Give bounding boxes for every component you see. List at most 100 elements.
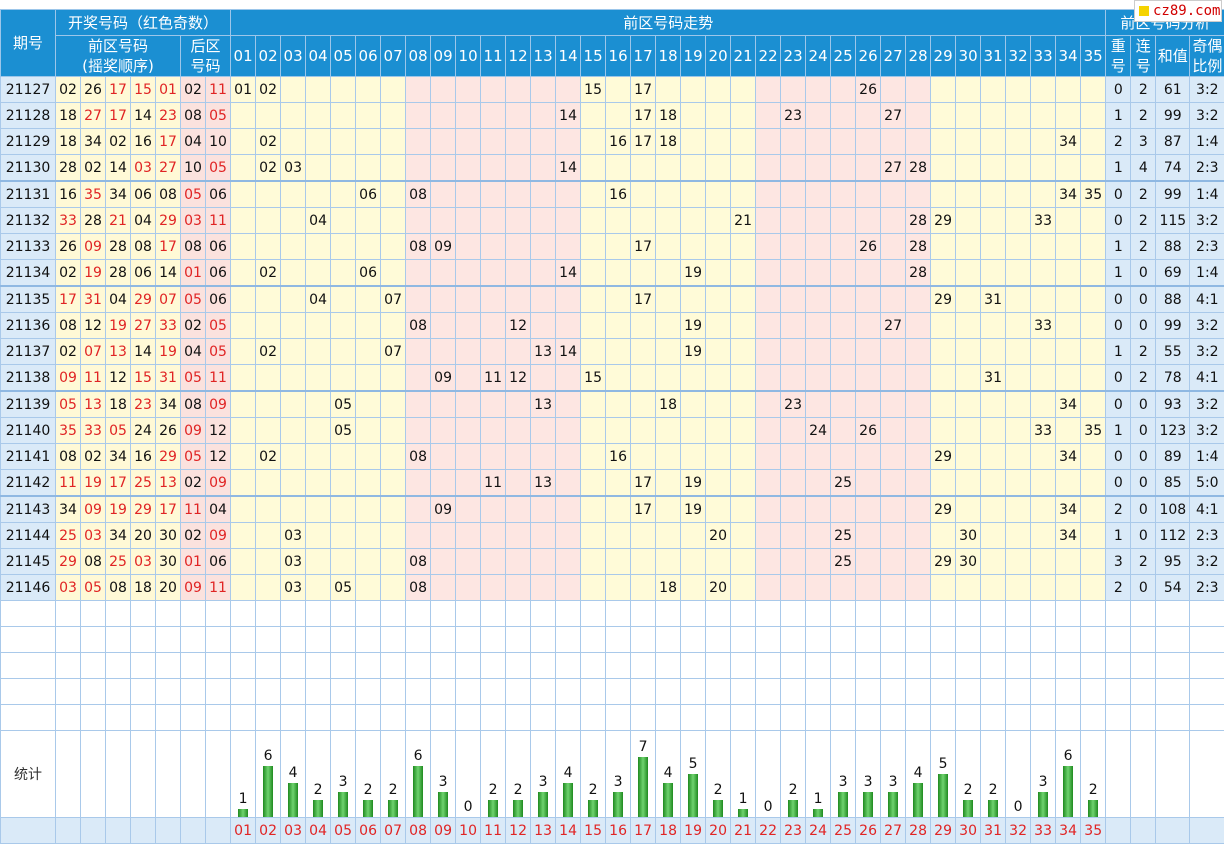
empty-cell bbox=[780, 678, 807, 705]
trend-empty bbox=[430, 443, 457, 470]
trend-empty bbox=[1055, 417, 1082, 444]
stat-bar-value: 3 bbox=[888, 773, 898, 790]
trend-empty bbox=[505, 207, 532, 234]
trend-empty bbox=[980, 548, 1007, 575]
trend-empty bbox=[780, 285, 807, 313]
stat-bar-wrap: 0 bbox=[457, 732, 480, 817]
stat-bar bbox=[913, 782, 924, 817]
stat-bar-value: 4 bbox=[913, 764, 923, 781]
trend-empty bbox=[655, 259, 682, 287]
empty-cell bbox=[655, 600, 682, 627]
trend-empty bbox=[905, 495, 932, 523]
empty-cell bbox=[655, 652, 682, 679]
trend-empty bbox=[230, 574, 257, 601]
stat-bar-wrap: 3 bbox=[1032, 732, 1055, 817]
empty-cell bbox=[1080, 704, 1107, 731]
front-number: 18 bbox=[55, 102, 81, 129]
back-number: 08 bbox=[180, 233, 206, 260]
consec-value: 2 bbox=[1130, 180, 1157, 208]
trend-empty bbox=[505, 102, 532, 129]
front-number: 04 bbox=[105, 285, 131, 313]
empty-cell bbox=[204, 678, 232, 705]
stat-bar-wrap: 5 bbox=[682, 732, 705, 817]
trend-empty bbox=[355, 390, 382, 418]
trend-empty bbox=[555, 548, 582, 575]
trend-empty bbox=[955, 128, 982, 155]
trend-empty bbox=[755, 574, 782, 601]
empty-cell bbox=[1130, 600, 1157, 627]
trend-empty bbox=[955, 312, 982, 339]
trend-col-header: 20 bbox=[705, 35, 732, 77]
trend-empty bbox=[730, 233, 757, 260]
trend-empty bbox=[480, 233, 507, 260]
trend-hit: 16 bbox=[605, 443, 632, 470]
empty-cell bbox=[530, 678, 557, 705]
trend-empty bbox=[980, 233, 1007, 260]
trend-empty bbox=[855, 128, 882, 155]
trend-hit: 02 bbox=[255, 128, 282, 155]
trend-empty bbox=[255, 574, 282, 601]
period-cell: 21131 bbox=[0, 180, 56, 208]
trend-empty bbox=[355, 417, 382, 444]
trend-empty bbox=[380, 417, 407, 444]
trend-empty bbox=[855, 574, 882, 601]
trend-empty bbox=[805, 548, 832, 575]
trend-empty bbox=[880, 390, 907, 418]
repeat-value: 0 bbox=[1105, 180, 1132, 208]
trend-empty bbox=[905, 338, 932, 365]
trend-hit: 35 bbox=[1080, 180, 1107, 208]
trend-empty bbox=[380, 364, 407, 392]
repeat-value: 2 bbox=[1105, 128, 1132, 155]
stat-bar-value: 3 bbox=[438, 773, 448, 790]
stat-bar-wrap: 2 bbox=[1082, 732, 1105, 817]
trend-empty bbox=[330, 364, 357, 392]
trend-empty bbox=[505, 495, 532, 523]
empty-cell bbox=[80, 600, 106, 627]
empty-cell bbox=[880, 626, 907, 653]
trend-empty bbox=[755, 364, 782, 392]
period-cell: 21144 bbox=[0, 522, 56, 549]
trend-empty bbox=[355, 233, 382, 260]
ratio-value: 3:2 bbox=[1189, 76, 1224, 103]
front-number: 15 bbox=[130, 76, 156, 103]
trend-empty bbox=[530, 548, 557, 575]
empty-cell bbox=[980, 626, 1007, 653]
trend-empty bbox=[705, 443, 732, 470]
empty-cell bbox=[180, 678, 206, 705]
stat-bar-wrap: 2 bbox=[982, 732, 1005, 817]
repeat-value: 0 bbox=[1105, 285, 1132, 313]
trend-empty bbox=[1055, 574, 1082, 601]
period-cell: 21132 bbox=[0, 207, 56, 234]
period-cell: 21130 bbox=[0, 154, 56, 182]
empty-cell bbox=[155, 626, 181, 653]
trend-empty bbox=[455, 364, 482, 392]
empty-cell bbox=[380, 678, 407, 705]
empty-cell bbox=[880, 600, 907, 627]
trend-hit: 26 bbox=[855, 76, 882, 103]
trend-empty bbox=[1005, 574, 1032, 601]
trend-empty bbox=[780, 417, 807, 444]
front-number: 13 bbox=[80, 390, 106, 418]
consec-value: 0 bbox=[1130, 469, 1157, 497]
front-number: 33 bbox=[55, 207, 81, 234]
empty-cell bbox=[455, 626, 482, 653]
trend-empty bbox=[955, 338, 982, 365]
trend-empty bbox=[955, 469, 982, 497]
trend-empty bbox=[580, 207, 607, 234]
trend-empty bbox=[955, 390, 982, 418]
stat-bar bbox=[438, 791, 449, 817]
stat-bar bbox=[863, 791, 874, 817]
stat-bar-cell: 3 bbox=[605, 730, 632, 818]
front-number: 14 bbox=[155, 259, 181, 287]
trend-empty bbox=[530, 364, 557, 392]
empty-cell bbox=[955, 678, 982, 705]
repeat-value: 1 bbox=[1105, 233, 1132, 260]
trend-hit: 19 bbox=[680, 312, 707, 339]
trend-empty bbox=[605, 469, 632, 497]
footer-col-label: 08 bbox=[405, 817, 432, 844]
trend-hit: 34 bbox=[1055, 443, 1082, 470]
empty-cell bbox=[480, 626, 507, 653]
draw-row: 21141 08 02 34 16 29 05 12 02 08 16 29 34 0 0 89 1:4 bbox=[0, 443, 1224, 470]
trend-empty bbox=[555, 443, 582, 470]
trend-hit: 24 bbox=[805, 417, 832, 444]
